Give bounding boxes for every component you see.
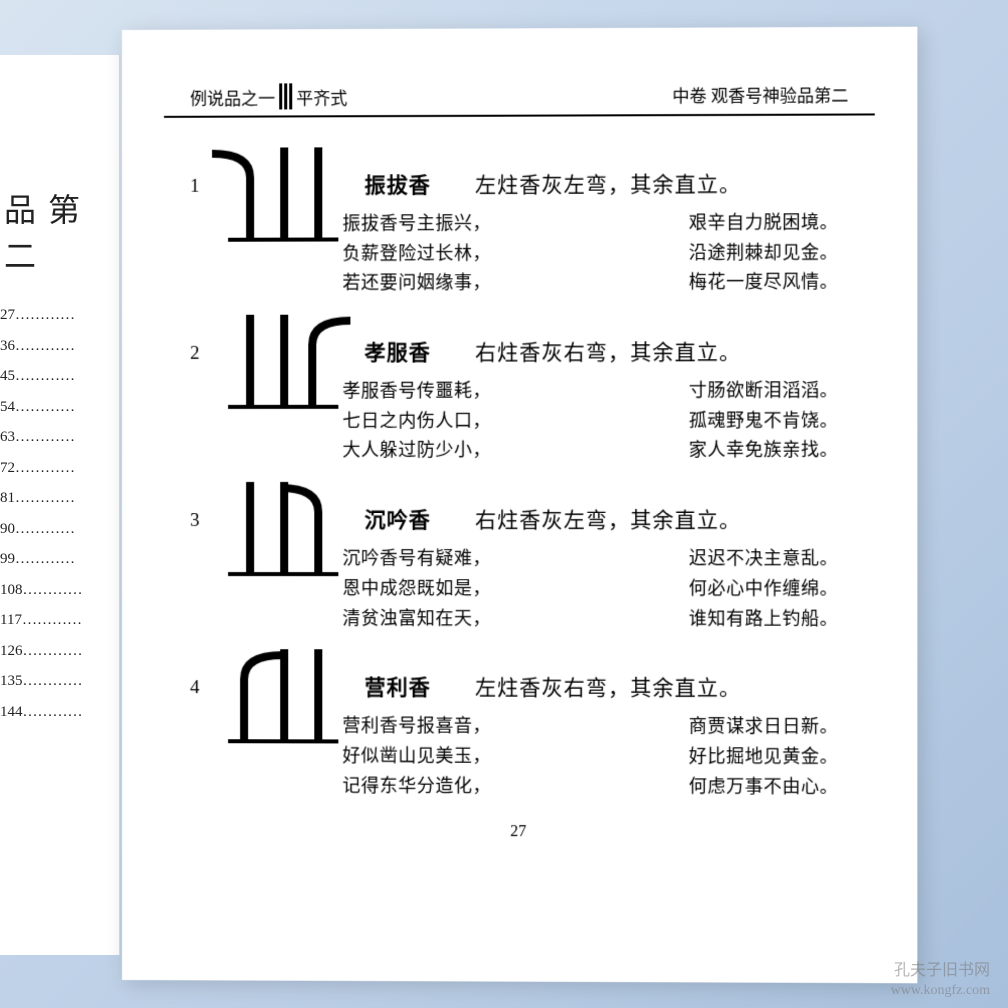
- header-left-prefix: 例说品之一: [190, 84, 275, 109]
- left-page-toc: 品 第 二 …………27 …………36 …………45 …………54 …………63 ……………: [0, 55, 120, 955]
- incense-diagram: [228, 478, 338, 576]
- header-left-suffix: 平齐式: [296, 84, 347, 109]
- page-header: 例说品之一 平齐式 中卷 观香号神验品第二: [122, 27, 917, 116]
- toc-line: …………81: [0, 490, 119, 507]
- entry: 3 沉吟香 右炷香灰左弯，其余直立。 沉吟香号有疑难，恩中成怨既如是，清贫浊富知…: [122, 470, 917, 638]
- incense-diagram: [228, 645, 338, 743]
- entry-description: 右炷香灰右弯，其余直立。: [475, 336, 741, 366]
- right-page: 例说品之一 平齐式 中卷 观香号神验品第二 1 振拔香 左炷香灰左弯，其余直立。…: [122, 27, 917, 984]
- entry-description: 左炷香灰左弯，其余直立。: [475, 168, 741, 199]
- entry: 4 营利香 左炷香灰右弯，其余直立。 营利香号报喜音，好似凿山见美玉，记得东华分…: [122, 637, 917, 806]
- entry-title: 沉吟香: [364, 504, 430, 534]
- entry-number: 3: [190, 510, 208, 532]
- entry-description: 左炷香灰右弯，其余直立。: [475, 672, 741, 703]
- incense-diagram: [228, 143, 338, 241]
- header-right: 中卷 观香号神验品第二: [672, 81, 848, 108]
- page-container: 品 第 二 …………27 …………36 …………45 …………54 …………63 ……………: [0, 0, 1008, 1008]
- header-left: 例说品之一 平齐式: [190, 83, 347, 110]
- header-sticks-icon: [279, 83, 292, 109]
- incense-diagram: [228, 311, 338, 409]
- toc-line: …………126: [0, 643, 119, 660]
- toc-line: …………63: [0, 429, 119, 446]
- toc-line: …………45: [0, 368, 119, 385]
- poem-right-column: 寸肠欲断泪滔滔。孤魂野鬼不肯饶。家人幸免族亲找。: [689, 376, 839, 466]
- poem-right-column: 迟迟不决主意乱。何必心中作缠绵。谁知有路上钓船。: [689, 544, 839, 634]
- poem-left-column: 沉吟香号有疑难，恩中成怨既如是，清贫浊富知在天，: [342, 544, 491, 633]
- poem-right-column: 商贾谋求日日新。好比掘地见黄金。何虑万事不由心。: [689, 712, 839, 802]
- toc-line: …………72: [0, 460, 119, 477]
- page-number: 27: [122, 822, 917, 842]
- entry: 2 孝服香 右炷香灰右弯，其余直立。 孝服香号传噩耗，七日之内伤人口，大人躲过防…: [122, 302, 917, 470]
- entry-number: 2: [190, 343, 208, 365]
- entry: 1 振拔香 左炷香灰左弯，其余直立。 振拔香号主振兴，负薪登险过长林，若还要问姻…: [122, 133, 917, 303]
- entry-title: 孝服香: [364, 337, 430, 367]
- entry-description: 右炷香灰左弯，其余直立。: [475, 504, 741, 534]
- poem-left-column: 振拔香号主振兴，负薪登险过长林，若还要问姻缘事，: [342, 209, 491, 299]
- watermark-cn: 孔夫子旧书网: [891, 961, 990, 982]
- toc-line: …………54: [0, 399, 119, 416]
- entry-number: 4: [190, 677, 208, 699]
- toc-line: …………117: [0, 612, 119, 629]
- entry-title: 振拔香: [364, 169, 430, 199]
- toc-line: …………144: [0, 704, 119, 721]
- entry-title: 营利香: [364, 672, 430, 702]
- poem-right-column: 艰辛自力脱困境。沿途荆棘却见金。梅花一度尽风情。: [689, 208, 839, 298]
- toc-line: …………36: [0, 338, 119, 355]
- toc-line: …………90: [0, 521, 119, 538]
- toc-line: …………108: [0, 582, 119, 599]
- watermark: 孔夫子旧书网 www.kongfz.com: [891, 961, 990, 1000]
- watermark-en: www.kongfz.com: [891, 982, 990, 1000]
- toc-line: …………135: [0, 673, 119, 690]
- toc-line: …………27: [0, 307, 119, 324]
- poem-left-column: 营利香号报喜音，好似凿山见美玉，记得东华分造化，: [342, 712, 491, 802]
- left-page-title: 品 第 二: [0, 185, 119, 277]
- toc-line: …………99: [0, 551, 119, 568]
